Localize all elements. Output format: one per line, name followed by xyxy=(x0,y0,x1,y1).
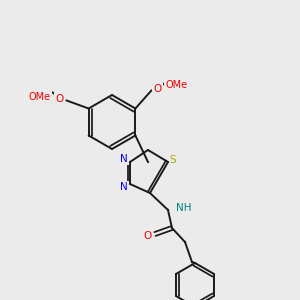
Text: N: N xyxy=(120,154,128,164)
Text: NH: NH xyxy=(176,203,191,213)
Text: OMe: OMe xyxy=(28,92,51,101)
Text: OMe: OMe xyxy=(165,80,188,89)
Text: S: S xyxy=(170,155,176,165)
Text: N: N xyxy=(120,182,128,192)
Text: O: O xyxy=(143,231,151,241)
Text: O: O xyxy=(56,94,64,103)
Text: O: O xyxy=(153,83,161,94)
